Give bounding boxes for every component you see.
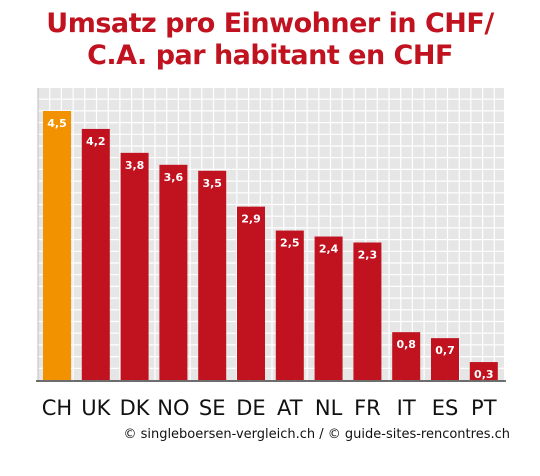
bar-es bbox=[431, 338, 459, 380]
value-label-no: 3,6 bbox=[164, 171, 184, 184]
x-tick-label-se: SE bbox=[199, 396, 226, 420]
bar-se bbox=[198, 170, 227, 380]
chart-title-line1: Umsatz pro Einwohner in CHF/ bbox=[46, 8, 494, 39]
bar-nl bbox=[314, 236, 343, 380]
x-tick-label-it: IT bbox=[397, 396, 416, 420]
bar-at bbox=[275, 230, 304, 380]
x-tick-label-nl: NL bbox=[315, 396, 343, 420]
x-tick-label-ch: CH bbox=[42, 396, 72, 420]
value-label-it: 0,8 bbox=[396, 338, 416, 351]
value-label-fr: 2,3 bbox=[358, 249, 378, 262]
value-label-ch: 4,5 bbox=[47, 117, 67, 130]
x-tick-label-de: DE bbox=[236, 396, 265, 420]
x-tick-label-fr: FR bbox=[354, 396, 381, 420]
value-label-dk: 3,8 bbox=[125, 159, 145, 172]
bar-uk bbox=[81, 128, 110, 380]
value-label-de: 2,9 bbox=[241, 213, 261, 226]
value-label-at: 2,5 bbox=[280, 237, 300, 250]
bar-fr bbox=[353, 242, 382, 380]
bar-ch bbox=[43, 111, 71, 380]
bar-pt bbox=[469, 362, 498, 380]
value-label-es: 0,7 bbox=[435, 344, 455, 357]
value-label-pt: 0,3 bbox=[474, 368, 494, 381]
x-tick-label-dk: DK bbox=[120, 396, 151, 420]
x-tick-label-no: NO bbox=[157, 396, 189, 420]
bar-it bbox=[392, 332, 421, 380]
x-tick-label-es: ES bbox=[432, 396, 459, 420]
value-label-uk: 4,2 bbox=[86, 135, 106, 148]
chart-title: Umsatz pro Einwohner in CHF/ C.A. par ha… bbox=[0, 8, 540, 72]
value-label-nl: 2,4 bbox=[319, 243, 339, 256]
bar-de bbox=[237, 206, 265, 380]
value-label-se: 3,5 bbox=[202, 177, 222, 190]
copyright-credit: © singleboersen-vergleich.ch / © guide-s… bbox=[123, 427, 510, 442]
bar-no bbox=[159, 164, 188, 380]
x-tick-label-pt: PT bbox=[471, 396, 497, 420]
chart-title-line2: C.A. par habitant en CHF bbox=[87, 40, 453, 71]
x-tick-label-uk: UK bbox=[81, 396, 111, 420]
x-tick-label-at: AT bbox=[277, 396, 303, 420]
bar-dk bbox=[120, 152, 149, 380]
